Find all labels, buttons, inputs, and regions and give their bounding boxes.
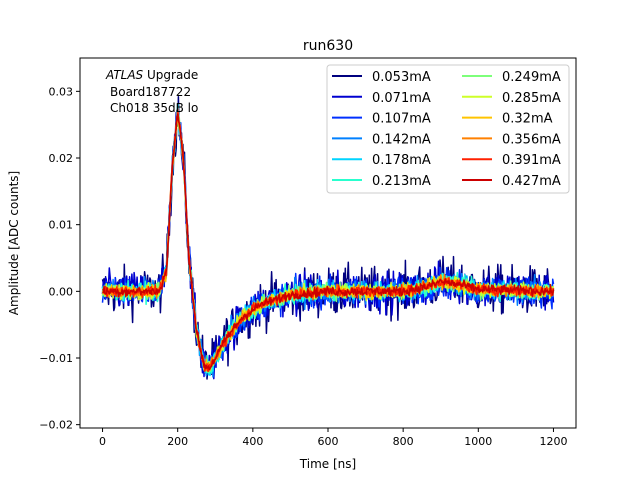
svg-text:ATLAS Upgrade: ATLAS Upgrade xyxy=(105,68,198,82)
series-lines xyxy=(101,96,555,380)
chart-title: run630 xyxy=(303,38,353,54)
legend-label: 0.142mA xyxy=(372,132,431,147)
x-tick-label: 600 xyxy=(318,435,339,448)
x-tick-label: 1000 xyxy=(464,435,492,448)
series-line-0.427mA xyxy=(102,113,555,371)
legend-label: 0.391mA xyxy=(502,153,561,168)
legend-label: 0.213mA xyxy=(372,174,431,189)
y-axis: −0.02 −0.01 0.00 0.01 0.02 0.03 xyxy=(39,85,80,432)
legend: 0.053mA 0.071mA 0.107mA 0.142mA 0.178mA 0.213… xyxy=(326,64,570,194)
annotation-atlas: ATLAS xyxy=(105,68,144,82)
y-tick-label: 0.02 xyxy=(49,152,74,165)
y-tick-label: 0.00 xyxy=(49,285,74,298)
annotation-channel: Ch018 35dB lo xyxy=(110,101,198,115)
x-axis-label: Time [ns] xyxy=(299,457,356,471)
legend-label: 0.285mA xyxy=(502,91,561,106)
y-tick-label: −0.01 xyxy=(39,352,73,365)
x-axis: 0 200 400 600 800 1000 1200 xyxy=(99,428,567,448)
x-tick-label: 0 xyxy=(99,435,106,448)
x-tick-label: 400 xyxy=(242,435,263,448)
y-axis-label: Amplitude [ADC counts] xyxy=(7,171,21,315)
y-tick-label: −0.02 xyxy=(39,419,73,432)
legend-label: 0.053mA xyxy=(372,70,431,85)
y-tick-label: 0.03 xyxy=(49,85,74,98)
legend-label: 0.178mA xyxy=(372,153,431,168)
legend-label: 0.071mA xyxy=(372,91,431,106)
legend-label: 0.427mA xyxy=(502,174,561,189)
legend-label: 0.356mA xyxy=(502,132,561,147)
x-tick-label: 800 xyxy=(393,435,414,448)
x-tick-label: 200 xyxy=(167,435,188,448)
x-tick-label: 1200 xyxy=(539,435,567,448)
annotation-board: Board187722 xyxy=(110,85,191,99)
y-tick-label: 0.01 xyxy=(49,219,74,232)
legend-label: 0.32mA xyxy=(502,112,553,127)
legend-label: 0.107mA xyxy=(372,112,431,127)
legend-box xyxy=(326,64,570,194)
atlas-annotation: ATLAS Upgrade Board187722 Ch018 35dB lo xyxy=(105,68,198,115)
legend-label: 0.249mA xyxy=(502,70,561,85)
annotation-upgrade: Upgrade xyxy=(143,68,198,82)
